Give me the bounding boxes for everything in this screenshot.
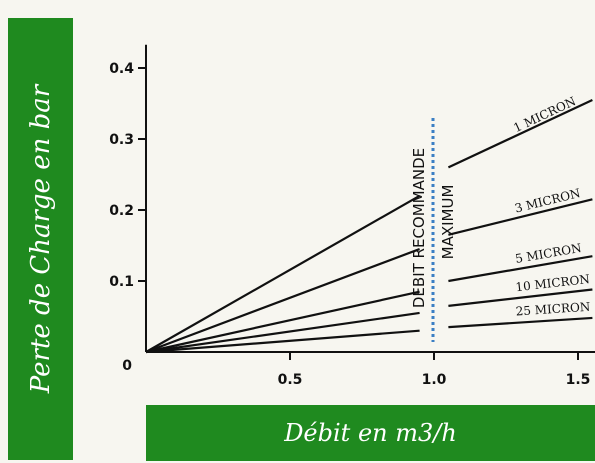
series-lines [145, 98, 593, 354]
y-tick-label: 0.1 [109, 274, 134, 290]
series-line-segment [447, 98, 593, 169]
series-line-segment [145, 290, 420, 354]
series-label: 25 MICRON [515, 300, 590, 319]
series-label: 1 MICRON [511, 94, 578, 135]
x-tick-label: 1.0 [422, 372, 447, 388]
x-tick-label: 1.5 [566, 372, 591, 388]
x-axis-label-panel: Débit en m3/h [146, 405, 595, 461]
series-line-segment [145, 311, 420, 354]
y-tick-label: 0.3 [109, 132, 134, 148]
series-line-segment [448, 255, 593, 283]
series-line-segment [145, 194, 421, 353]
x-axis-label: Débit en m3/h [284, 419, 457, 447]
series-line-segment [448, 198, 593, 236]
axes: 0.1 0.2 0.3 0.4 0 0.5 1.0 1.5 [109, 44, 595, 388]
origin-tick-label: 0 [122, 358, 132, 374]
series-line-segment [448, 288, 593, 307]
annotations: DEBIT RECOMMANDE MAXIMUM [410, 118, 457, 342]
x-tick-label: 0.5 [278, 372, 303, 388]
series-label: 5 MICRON [514, 241, 582, 266]
series-line-segment [448, 316, 593, 329]
y-tick-label: 0.4 [109, 61, 134, 77]
series-line-segment [145, 248, 420, 354]
annotation-debit-recommande: DEBIT RECOMMANDE [410, 148, 428, 308]
series-line-segment [145, 329, 420, 354]
y-axis-label-panel: Perte de Charge en bar [8, 18, 73, 460]
y-tick-label: 0.2 [109, 203, 134, 219]
annotation-maximum: MAXIMUM [439, 185, 457, 260]
